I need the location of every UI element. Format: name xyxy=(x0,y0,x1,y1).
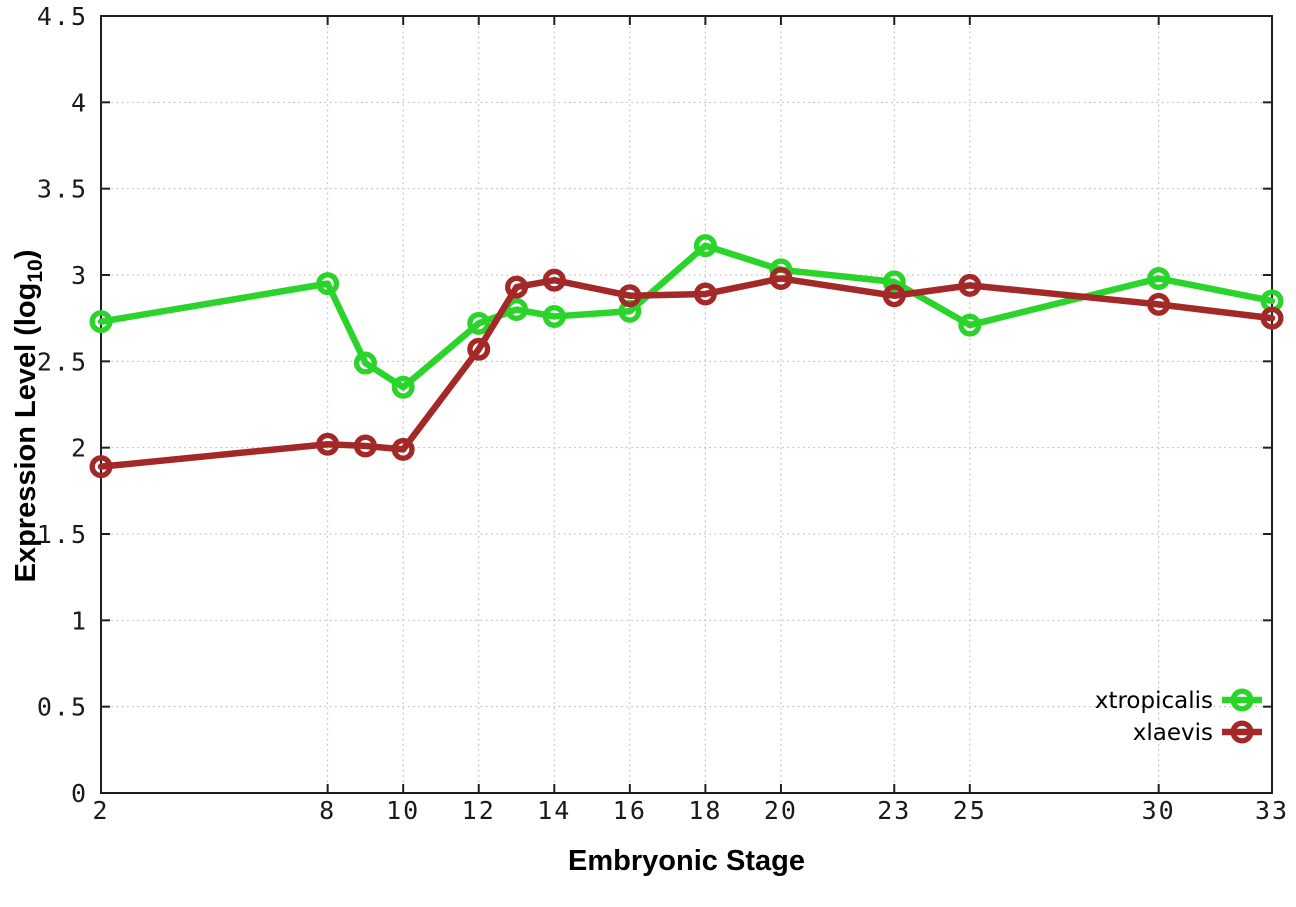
legend-label-xtropicalis: xtropicalis xyxy=(1095,688,1213,714)
data-point-xlaevis-12 xyxy=(467,337,491,361)
data-point-xlaevis-30 xyxy=(1147,292,1171,316)
data-point-xtropicalis-12 xyxy=(467,311,491,335)
data-point-xtropicalis-9 xyxy=(353,351,377,375)
y-axis-title-text: Expression Level (log xyxy=(10,282,42,583)
y-tick-label-4.5: 4.5 xyxy=(37,2,88,31)
y-tick-label-1.5: 1.5 xyxy=(37,520,88,549)
plot-border xyxy=(100,15,1273,794)
data-point-xtropicalis-8 xyxy=(316,272,340,296)
data-point-xlaevis-13 xyxy=(505,275,529,299)
data-point-xlaevis-18 xyxy=(693,282,717,306)
y-tick-label-2.5: 2.5 xyxy=(37,347,88,376)
x-tick-label-23: 23 xyxy=(877,796,911,825)
x-axis-title-text: Embryonic Stage xyxy=(568,845,805,877)
y-axis-title-suffix: ) xyxy=(10,249,42,260)
data-point-xlaevis-33 xyxy=(1260,306,1284,330)
x-tick-label-25: 25 xyxy=(953,796,987,825)
data-point-xtropicalis-30 xyxy=(1147,266,1171,290)
x-tick-label-18: 18 xyxy=(688,796,722,825)
y-tick-label-3: 3 xyxy=(71,261,88,290)
y-tick-label-2: 2 xyxy=(71,434,88,463)
y-tick-label-4: 4 xyxy=(71,88,88,117)
legend-marker-xlaevis xyxy=(1230,720,1254,744)
data-point-xlaevis-9 xyxy=(353,434,377,458)
y-axis-title: Expression Level (log10) xyxy=(10,26,47,806)
x-tick-label-8: 8 xyxy=(319,796,336,825)
data-point-xlaevis-2 xyxy=(89,455,113,479)
data-point-xlaevis-10 xyxy=(391,437,415,461)
data-point-xlaevis-20 xyxy=(769,266,793,290)
y-tick-label-0: 0 xyxy=(71,779,88,808)
data-point-xtropicalis-14 xyxy=(542,304,566,328)
x-axis-title: Embryonic Stage xyxy=(101,845,1272,878)
data-point-xtropicalis-13 xyxy=(505,298,529,322)
x-tick-label-20: 20 xyxy=(764,796,798,825)
x-tick-label-2: 2 xyxy=(92,796,109,825)
data-point-xlaevis-23 xyxy=(882,284,906,308)
data-point-xtropicalis-23 xyxy=(882,270,906,294)
x-tick-label-12: 12 xyxy=(462,796,496,825)
series-line-xtropicalis xyxy=(97,242,1276,391)
data-point-xtropicalis-2 xyxy=(89,310,113,334)
x-tick-label-14: 14 xyxy=(537,796,571,825)
legend-label-xlaevis: xlaevis xyxy=(1133,720,1213,746)
series-line-xlaevis xyxy=(97,275,1276,470)
data-point-xlaevis-14 xyxy=(542,268,566,292)
data-point-xtropicalis-10 xyxy=(391,375,415,399)
x-tick-label-10: 10 xyxy=(386,796,420,825)
y-tick-label-1: 1 xyxy=(71,606,88,635)
data-point-xlaevis-8 xyxy=(316,432,340,456)
x-tick-label-30: 30 xyxy=(1142,796,1176,825)
y-tick-label-3.5: 3.5 xyxy=(37,175,88,204)
y-axis-title-subscript: 10 xyxy=(24,259,47,283)
data-point-xtropicalis-18 xyxy=(693,234,717,258)
y-tick-label-0.5: 0.5 xyxy=(37,693,88,722)
data-point-xlaevis-25 xyxy=(958,273,982,297)
legend-marker-xtropicalis xyxy=(1230,688,1254,712)
data-point-xlaevis-16 xyxy=(618,284,642,308)
x-tick-label-33: 33 xyxy=(1255,796,1289,825)
data-point-xtropicalis-25 xyxy=(958,313,982,337)
x-tick-label-16: 16 xyxy=(613,796,647,825)
